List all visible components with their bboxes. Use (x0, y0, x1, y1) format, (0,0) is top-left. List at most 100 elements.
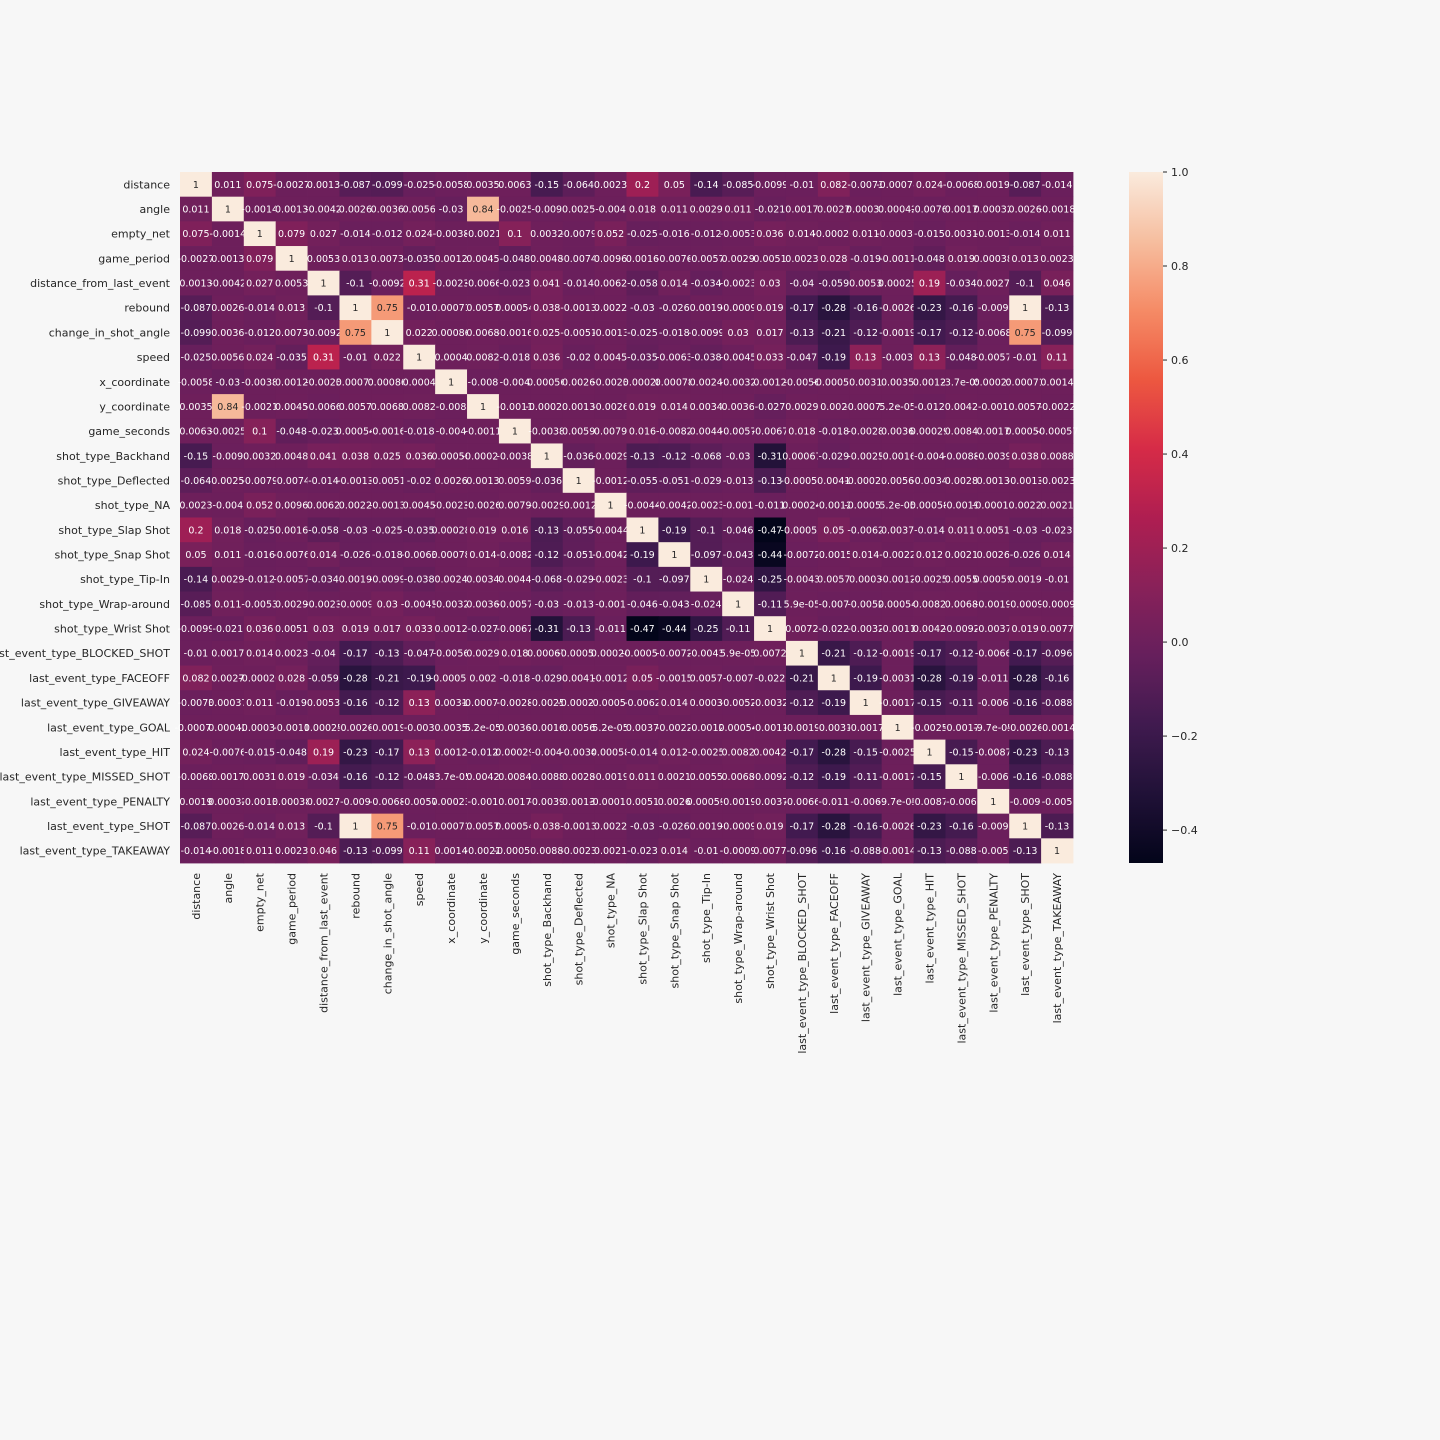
heatmap-cell: 0.0068 (371, 394, 404, 420)
heatmap-cell: -0.058 (626, 270, 659, 296)
cell-value-label: -0.064 (563, 180, 594, 191)
cell-value-label: 0.046 (1043, 279, 1070, 290)
heatmap-cell: -0.12 (785, 764, 819, 790)
cell-value-label: 0.014 (788, 229, 815, 240)
cell-value-label: 0.0084 (498, 772, 531, 783)
heatmap-cell-rect (690, 492, 723, 518)
heatmap-cell-rect (530, 492, 564, 518)
cell-value-label: 1 (735, 599, 741, 610)
heatmap-cell: -0.022 (754, 665, 787, 691)
heatmap-cell: 1 (403, 344, 436, 370)
cell-value-label: 0.0013 (211, 254, 244, 265)
cell-value-label: 0.31 (409, 279, 430, 290)
heatmap-cell-rect (1009, 591, 1042, 617)
heatmap-cell-rect (1041, 542, 1074, 568)
heatmap-cell: 0.0027 (977, 270, 1010, 296)
heatmap-cell: -0.0068 (369, 788, 406, 815)
cell-value-label: 0.013 (342, 254, 369, 265)
cell-value-label: -0.099 (372, 180, 403, 191)
cell-value-label: -0.048 (500, 254, 531, 265)
heatmap-cell: -0.0013 (592, 320, 629, 346)
cell-value-label: -0.018 (659, 328, 690, 339)
cell-value-label: -0.0017 (879, 698, 916, 709)
heatmap-cell: 5.9e-05 (784, 591, 820, 617)
heatmap-cell: -0.0034 (560, 739, 597, 765)
heatmap-cell-rect (371, 418, 404, 444)
heatmap-cell-rect (243, 616, 277, 642)
heatmap-cell: -0.025 (403, 172, 436, 198)
heatmap-cell-rect (467, 468, 500, 494)
heatmap-cell: 0.013 (1009, 246, 1042, 272)
heatmap-cell: -0.035 (403, 246, 436, 272)
heatmap-cell-rect (722, 517, 755, 543)
cell-value-label: -0.0025 (911, 575, 948, 586)
cell-value-label: -0.0009 (337, 599, 374, 610)
cell-value-label: -0.11 (726, 624, 751, 635)
cell-value-label: -0.01 (1013, 353, 1038, 364)
heatmap-cell-rect (881, 665, 914, 691)
heatmap-cell: 0.0051 (275, 616, 308, 642)
y-tick-label: last_event_type_GIVEAWAY (21, 697, 170, 710)
cell-value-label: -0.12 (534, 550, 559, 561)
heatmap-cell: -9.7e-05 (878, 788, 918, 815)
heatmap-cell: -0.0012 (560, 492, 597, 518)
cell-value-label: 0.0035 (881, 377, 914, 388)
heatmap-cell: -0.0026 (337, 714, 374, 741)
cell-value-label: 1 (703, 575, 709, 586)
heatmap-cell: 1 (467, 394, 500, 420)
cell-value-label: -0.13 (1045, 821, 1070, 832)
cell-value-label: -0.0026 (465, 501, 502, 512)
cell-value-label: -0.0099 (688, 328, 725, 339)
heatmap-cell: -0.15 (945, 739, 978, 765)
cell-value-label: -0.0076 (210, 747, 247, 758)
cell-value-label: -0.19 (949, 673, 974, 684)
heatmap-cell: 0.0025 (211, 468, 244, 494)
cell-value-label: -0.0099 (752, 180, 789, 191)
heatmap-cell-rect (371, 517, 404, 543)
heatmap-cell-rect (467, 418, 500, 444)
heatmap-cell: -0.19 (403, 665, 436, 691)
heatmap-cell-rect (945, 640, 978, 666)
cell-value-label: 0.0029 (690, 205, 723, 216)
heatmap-cell-rect (275, 270, 308, 296)
x-tick-label: change_in_shot_angle (381, 873, 394, 995)
heatmap-cell: -0.0076 (656, 246, 693, 272)
cell-value-label: -0.21 (375, 673, 400, 684)
cell-value-label: -0.009 (1010, 797, 1041, 808)
cell-value-label: 0.011 (214, 550, 241, 561)
heatmap-cell-rect (977, 739, 1010, 765)
heatmap-cell-rect (562, 344, 595, 370)
heatmap-cell: 0.00028 (431, 517, 471, 543)
heatmap-cell: 0.013 (275, 813, 308, 839)
heatmap-cell: 0.028 (817, 246, 851, 272)
heatmap-cell: -0.058 (307, 517, 340, 543)
heatmap-cell-rect (690, 640, 723, 666)
heatmap-cell-rect (530, 196, 564, 222)
heatmap-cell: 0.31 (403, 270, 436, 296)
heatmap-cell-rect (817, 616, 851, 642)
heatmap-cell: -0.009 (211, 443, 245, 469)
cell-value-label: -0.018 (404, 427, 435, 438)
heatmap-cell: -0.03 (530, 591, 564, 617)
cell-value-label: 0.0045 (594, 353, 627, 364)
cell-value-label: 0.2 (635, 180, 650, 191)
x-tick-label: last_event_type_FACEOFF (828, 873, 841, 1014)
cell-value-label: -0.16 (949, 303, 974, 314)
heatmap-cell-rect (722, 739, 755, 765)
heatmap-cell: 0.019 (626, 394, 659, 420)
heatmap-cell-rect (307, 344, 340, 370)
heatmap-cell: 0.00054 (495, 813, 535, 839)
cell-value-label: -0.16 (853, 821, 878, 832)
heatmap-cell: -0.0087 (975, 739, 1012, 765)
heatmap-cell-rect (498, 640, 532, 666)
heatmap-cell: 0.0057 (1009, 394, 1042, 420)
heatmap-cell-rect (658, 443, 691, 469)
cell-value-label: -0.0023 (305, 599, 342, 610)
heatmap-cell-rect (562, 418, 595, 444)
heatmap-cell: 0.0068 (722, 764, 755, 790)
heatmap-cell-rect (977, 517, 1010, 543)
heatmap-cell: -0.008 (435, 394, 468, 420)
cell-value-label: -0.014 (308, 476, 339, 487)
heatmap-cell-rect (977, 690, 1010, 716)
cell-value-label: -0.0074 (560, 254, 597, 265)
